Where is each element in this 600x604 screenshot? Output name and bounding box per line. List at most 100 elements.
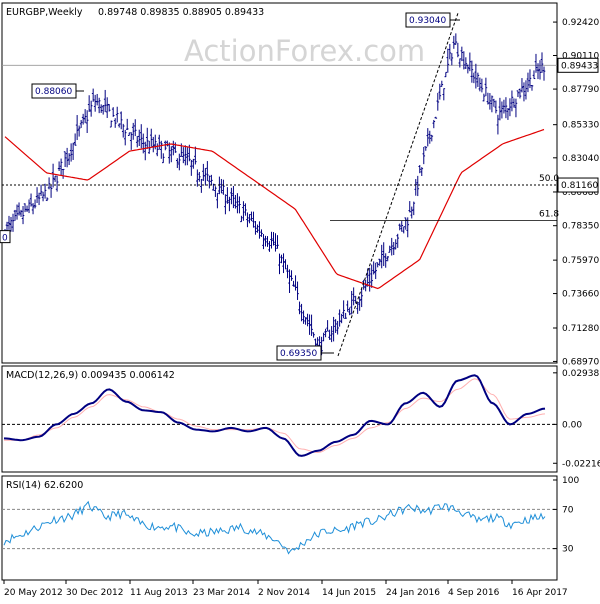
- x-tick-label: 24 Jan 2016: [386, 588, 440, 598]
- price-bar: [272, 232, 275, 246]
- left-clipped-box: [0, 230, 11, 244]
- price-bar: [356, 302, 359, 314]
- price-bar: [420, 167, 424, 176]
- price-bar: [324, 328, 327, 338]
- ohlc-readout: 0.89748 0.89835 0.88905 0.89433: [98, 7, 264, 18]
- price-bar: [101, 104, 105, 115]
- price-bar: [424, 146, 428, 151]
- low-annotation: 0.69350: [280, 349, 317, 359]
- price-bar: [103, 89, 107, 113]
- price-bar: [208, 175, 211, 189]
- price-bar: [316, 337, 319, 346]
- price-bar: [350, 290, 353, 315]
- price-bar: [149, 128, 153, 147]
- price-bar: [398, 223, 402, 231]
- price-bar: [234, 194, 237, 209]
- price-ytick-label: 0.87790: [562, 85, 599, 95]
- price-bar: [252, 211, 255, 228]
- price-ytick-label: 0.75970: [562, 256, 599, 266]
- price-bar: [274, 233, 277, 252]
- price-bar: [31, 203, 35, 215]
- x-tick-label: 23 Mar 2014: [193, 588, 250, 598]
- price-bar: [472, 72, 476, 84]
- price-bar: [182, 147, 185, 164]
- price-bar: [212, 183, 215, 191]
- price-bar: [336, 320, 339, 335]
- price-bar: [254, 220, 257, 235]
- x-tick-label: 11 Aug 2013: [130, 588, 188, 598]
- price-bar: [159, 140, 163, 159]
- rsi-title: RSI(14) 62.6200: [6, 480, 83, 491]
- price-bar: [440, 80, 444, 87]
- price-bar: [514, 98, 518, 118]
- price-bar: [268, 241, 271, 252]
- price-bar: [370, 264, 373, 288]
- price-ytick-label: 0.83040: [562, 154, 599, 164]
- price-bar: [352, 287, 355, 306]
- price-bar: [474, 63, 478, 89]
- price-bar: [220, 178, 223, 194]
- price-ytick-label: 0.68970: [562, 357, 599, 367]
- price-bar: [524, 80, 528, 100]
- price-bar: [23, 203, 27, 213]
- fib-618-level-label: 61.8: [539, 210, 559, 220]
- price-bar: [214, 186, 217, 197]
- price-bar: [538, 60, 542, 80]
- price-ytick-label: 0.90110: [562, 52, 599, 62]
- x-tick-label: 14 Jun 2015: [322, 588, 376, 598]
- price-bar: [308, 314, 311, 335]
- price-bar: [286, 264, 289, 279]
- price-bar: [344, 312, 347, 319]
- price-bar: [422, 146, 426, 165]
- price-bar: [330, 326, 333, 343]
- price-bar: [21, 206, 25, 225]
- price-bar: [496, 114, 500, 135]
- price-bar: [170, 146, 173, 163]
- price-bar: [29, 193, 33, 207]
- price-bar: [376, 262, 379, 268]
- price-bar: [11, 213, 15, 232]
- price-bar: [55, 175, 59, 192]
- price-bar: [81, 113, 85, 125]
- price-bar: [184, 145, 187, 166]
- rsi-line: [3, 500, 546, 555]
- price-bar: [200, 178, 203, 193]
- price-bar: [39, 184, 43, 196]
- macd-title: MACD(12,26,9) 0.009435 0.006142: [6, 370, 175, 381]
- price-bar: [77, 125, 81, 137]
- price-bar: [232, 186, 235, 209]
- price-bar: [210, 174, 213, 186]
- rsi-panel: [1, 475, 558, 581]
- price-bar: [528, 69, 532, 89]
- price-bar: [454, 33, 458, 45]
- price-bar: [280, 254, 283, 264]
- price-bar: [452, 35, 456, 49]
- price-bar: [284, 259, 287, 270]
- price-bar: [89, 100, 93, 117]
- price-ytick-label: 0.71280: [562, 324, 599, 334]
- price-bar: [430, 134, 434, 142]
- price-bar: [248, 214, 251, 224]
- price-bar: [161, 153, 165, 164]
- price-bar: [412, 201, 416, 216]
- price-bar: [436, 92, 440, 111]
- price-bar: [490, 95, 494, 113]
- price-bar: [65, 147, 69, 168]
- price-bar: [518, 88, 522, 99]
- price-bar: [141, 133, 145, 154]
- price-bar: [99, 104, 103, 113]
- rsi-ytick-label: 70: [562, 505, 574, 515]
- price-bar: [186, 147, 189, 166]
- price-bar: [460, 46, 464, 62]
- price-bar: [360, 288, 363, 308]
- price-bar: [71, 142, 75, 160]
- price-bar: [408, 201, 412, 213]
- price-bar: [300, 303, 303, 322]
- price-bar: [57, 161, 61, 171]
- price-bar: [402, 226, 406, 234]
- price-ytick-label: 0.80680: [562, 188, 599, 198]
- price-bar: [115, 106, 119, 123]
- price-bar: [79, 119, 83, 128]
- price-bar: [244, 203, 247, 216]
